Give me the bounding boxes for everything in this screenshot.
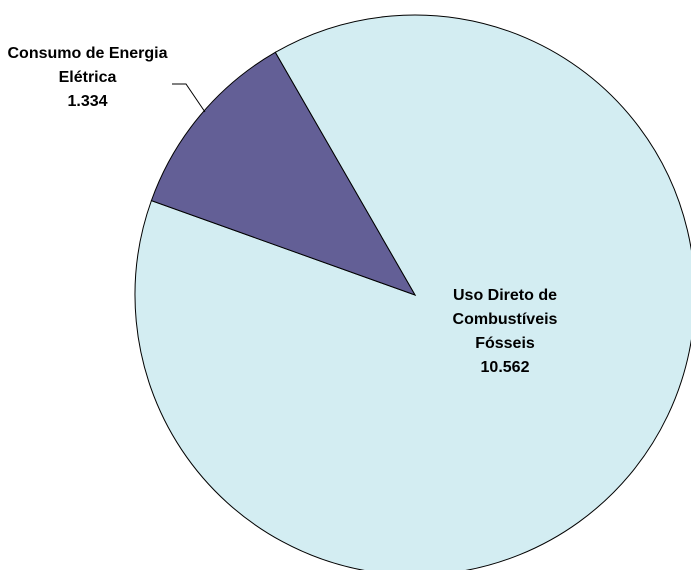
value-label: 10.562 xyxy=(480,359,530,376)
value-label: 1.334 xyxy=(67,93,108,110)
category-label: Uso Direto de Combustíveis Fósseis xyxy=(452,287,558,352)
slice-label: Consumo de Energia Elétrica 1.334 xyxy=(5,42,170,114)
category-label: Consumo de Energia Elétrica xyxy=(7,45,168,86)
pie-slice xyxy=(150,51,417,296)
slice-label: Uso Direto de Combustíveis Fósseis 10.56… xyxy=(435,284,575,380)
pie-slice xyxy=(134,14,691,570)
leader-line xyxy=(172,83,206,113)
